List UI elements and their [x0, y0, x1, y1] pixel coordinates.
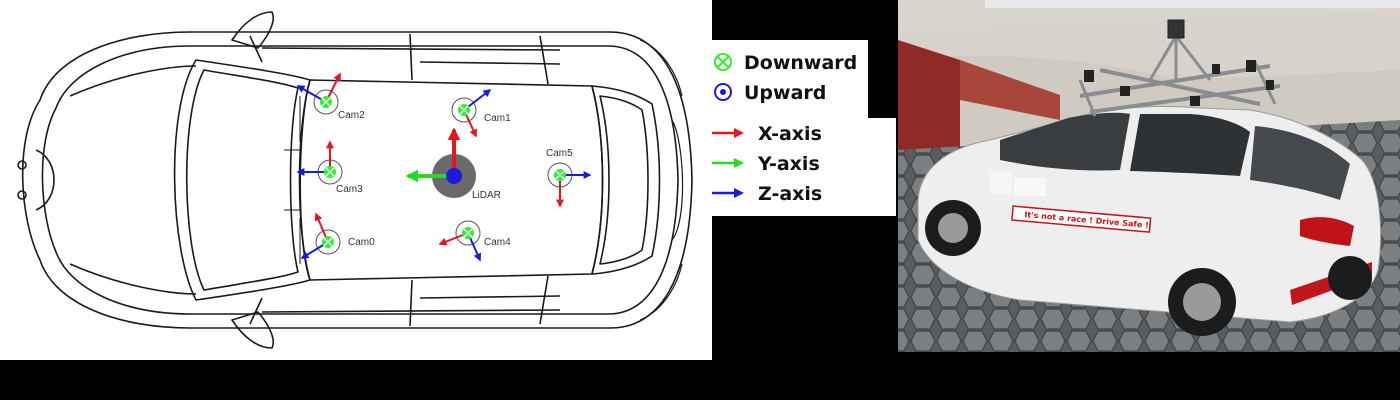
sensor-cam4: Cam4 [438, 220, 511, 262]
car-top-view-outline [17, 11, 693, 349]
sensor-cam1: Cam1 [451, 89, 511, 138]
cam0-label: Cam0 [348, 237, 375, 248]
cam3-label: Cam3 [336, 184, 363, 195]
sensor-lidar: LiDAR [405, 127, 501, 201]
cam4-label: Cam4 [484, 237, 511, 248]
legend-y-axis: Y-axis [757, 153, 820, 175]
legend-upward: Upward [744, 82, 826, 104]
diagram-panel [0, 0, 712, 360]
vehicle-photo: It's not a race ! Drive Safe ! [898, 0, 1400, 352]
cam2-label: Cam2 [338, 110, 365, 121]
legend-x-axis: X-axis [758, 123, 822, 145]
cam5-label: Cam5 [546, 148, 573, 159]
legend-downward: Downward [744, 52, 857, 74]
sensor-cam3: Cam3 [296, 140, 363, 195]
upward-icon [714, 83, 732, 101]
roof-sensor-rack [1078, 19, 1281, 117]
sensor-cam2: Cam2 [296, 72, 365, 121]
legend-top-box [704, 40, 868, 118]
cam1-label: Cam1 [484, 113, 511, 124]
legend: Downward Upward X-axis Y-axis Z-axis [704, 40, 896, 216]
downward-icon [714, 53, 732, 71]
car-illustration: It's not a race ! Drive Safe ! [917, 106, 1382, 336]
legend-z-axis: Z-axis [758, 183, 822, 205]
lidar-label: LiDAR [472, 190, 501, 201]
sensor-cam5: Cam5 [546, 148, 592, 208]
sensor-cam0: Cam0 [300, 212, 375, 259]
